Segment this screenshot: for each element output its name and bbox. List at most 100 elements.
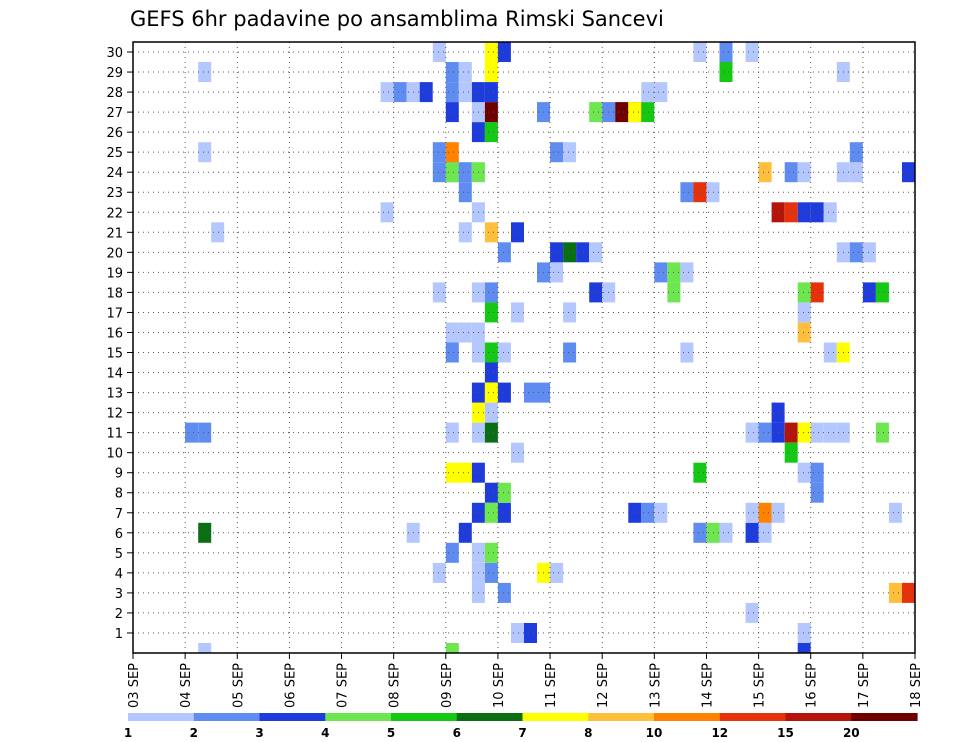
data-cell <box>432 562 446 583</box>
data-cell <box>758 502 772 523</box>
data-cell <box>758 522 772 543</box>
data-cell <box>823 422 837 443</box>
y-tick-label: 15 <box>106 347 123 362</box>
data-cell <box>810 422 824 443</box>
x-tick-label: 12 SEP <box>596 663 611 708</box>
data-cell <box>550 142 564 163</box>
data-cell <box>185 422 199 443</box>
data-cell <box>497 502 511 523</box>
data-cell <box>458 62 472 82</box>
colorbar-swatch <box>785 713 852 721</box>
data-cell <box>380 202 394 223</box>
x-tick-label: 09 SEP <box>440 663 455 708</box>
data-cell <box>484 82 498 103</box>
data-cell <box>432 162 446 183</box>
data-cell <box>654 502 668 523</box>
y-tick-label: 22 <box>106 206 123 221</box>
colorbar-label: 8 <box>584 726 592 740</box>
data-cell <box>380 82 394 103</box>
data-cell <box>393 82 407 103</box>
data-cell <box>797 462 811 483</box>
data-cell <box>484 342 498 363</box>
y-tick-label: 17 <box>106 306 123 321</box>
data-cell <box>719 62 733 82</box>
colorbar-label: 7 <box>518 726 526 740</box>
x-tick-label: 11 SEP <box>544 663 559 708</box>
data-cell <box>484 102 498 123</box>
data-cell <box>641 82 655 103</box>
data-cell <box>458 82 472 103</box>
data-cell <box>745 42 759 62</box>
data-cell <box>563 242 577 263</box>
y-tick-label: 25 <box>106 146 123 161</box>
x-tick-label: 14 SEP <box>700 663 715 708</box>
data-cell <box>445 322 459 343</box>
colorbar-label: 12 <box>711 726 728 740</box>
data-cell <box>797 202 811 223</box>
data-cell <box>497 582 511 603</box>
cells-layer <box>185 42 915 653</box>
x-tick-label: 10 SEP <box>492 663 507 708</box>
data-cell <box>797 302 811 323</box>
colorbar-label: 6 <box>453 726 461 740</box>
colorbar-swatch <box>654 713 721 721</box>
data-cell <box>445 422 459 443</box>
y-tick-label: 4 <box>115 567 123 582</box>
data-cell <box>693 522 707 543</box>
data-cell <box>484 282 498 303</box>
data-cell <box>445 462 459 483</box>
y-tick-label: 14 <box>106 367 123 382</box>
x-tick-label: 13 SEP <box>648 663 663 708</box>
y-tick-label: 30 <box>106 46 123 61</box>
x-tick-label: 16 SEP <box>805 663 820 708</box>
x-tick-label: 04 SEP <box>179 663 194 708</box>
data-cell <box>797 162 811 183</box>
data-cell <box>484 302 498 323</box>
data-cell <box>511 623 524 643</box>
data-cell <box>198 643 212 653</box>
colorbar-swatch <box>259 713 326 721</box>
y-tick-label: 7 <box>115 507 123 522</box>
data-cell <box>862 242 876 263</box>
y-tick-label: 5 <box>115 547 123 562</box>
data-cell <box>888 582 902 603</box>
data-cell <box>810 282 824 303</box>
data-cell <box>198 422 212 443</box>
data-cell <box>484 502 498 523</box>
y-tick-label: 19 <box>106 266 123 281</box>
data-cell <box>849 242 863 263</box>
data-cell <box>484 122 498 143</box>
data-cell <box>484 62 498 82</box>
y-tick-label: 26 <box>106 126 123 141</box>
data-cell <box>758 422 772 443</box>
data-cell <box>745 502 759 523</box>
y-tick-label: 16 <box>106 326 123 341</box>
data-cell <box>654 262 668 283</box>
y-tick-label: 24 <box>106 166 123 181</box>
colorbar-label: 1 <box>124 726 132 740</box>
data-cell <box>823 202 837 223</box>
y-axis: 1234567891011121314151617181920212223242… <box>106 46 133 642</box>
data-cell <box>432 42 446 62</box>
data-cell <box>445 643 459 653</box>
data-cell <box>576 242 590 263</box>
y-tick-label: 1 <box>115 627 123 642</box>
data-cell <box>797 623 811 643</box>
data-cell <box>875 282 889 303</box>
data-cell <box>784 202 798 223</box>
data-cell <box>497 242 511 263</box>
data-cell <box>849 162 863 183</box>
data-cell <box>458 462 472 483</box>
data-cell <box>458 162 472 183</box>
data-cell <box>641 102 655 123</box>
colorbar-label: 20 <box>843 726 860 740</box>
data-cell <box>862 282 876 303</box>
data-cell <box>550 262 564 283</box>
data-cell <box>497 482 511 503</box>
data-cell <box>550 242 564 263</box>
data-cell <box>484 382 498 403</box>
data-cell <box>484 542 498 563</box>
data-cell <box>680 342 694 363</box>
data-cell <box>484 562 498 583</box>
data-cell <box>875 422 889 443</box>
